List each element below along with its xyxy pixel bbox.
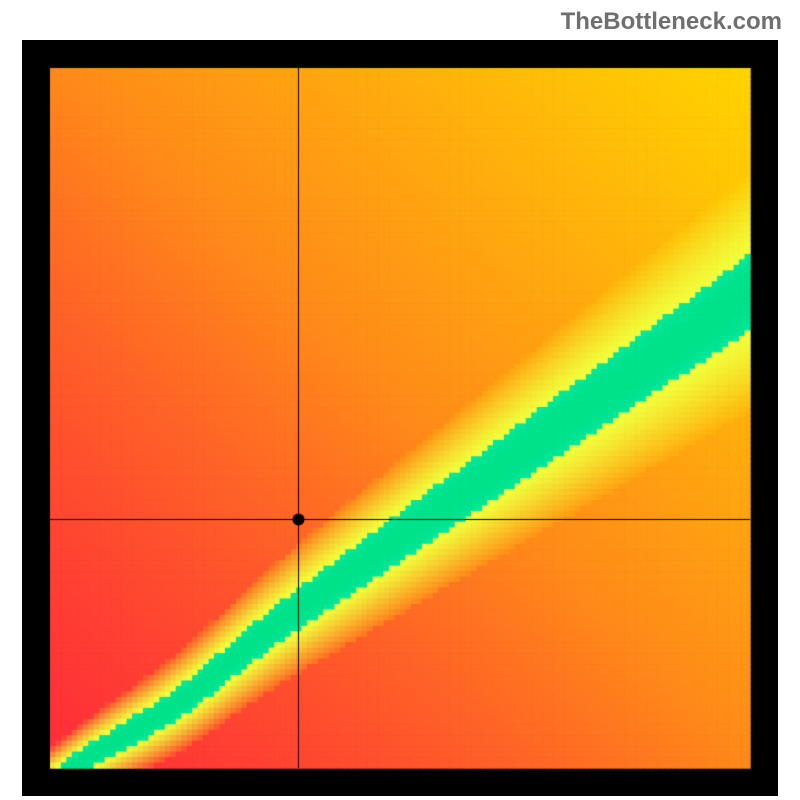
heatmap-canvas [22, 40, 778, 796]
heatmap-chart [22, 40, 778, 796]
watermark-text: TheBottleneck.com [561, 8, 782, 36]
